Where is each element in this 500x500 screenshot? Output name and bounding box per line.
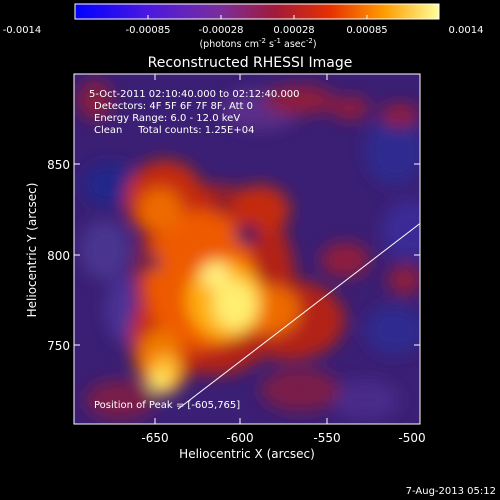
info-line: Detectors: 4F 5F 6F 7F 8F, Att 0 <box>94 101 253 112</box>
timestamp: 7-Aug-2013 05:12 <box>406 486 496 497</box>
info-line: 5-Oct-2011 02:10:40.000 to 02:12:40.000 <box>89 89 300 100</box>
info-line: Clean Total counts: 1.25E+04 <box>94 125 254 136</box>
colorbar-tick-label: -0.0014 <box>3 25 42 36</box>
colorbar-tick-label: -0.00028 <box>199 25 244 36</box>
y-tick-label: 750 <box>47 339 70 353</box>
colorbar-tick-label: 0.00028 <box>273 25 314 36</box>
x-tick-label: -500 <box>398 431 425 445</box>
y-axis-ticks <box>74 163 420 346</box>
y-tick-label: 850 <box>47 158 70 172</box>
y-axis-label: Heliocentric Y (arcsec) <box>25 183 39 318</box>
colorbar-ticks <box>74 15 440 19</box>
colorbar-tick-label: -0.00085 <box>126 25 171 36</box>
info-text: 5-Oct-2011 02:10:40.000 to 02:12:40.000 … <box>89 89 300 136</box>
colorbar: -0.0014 -0.00085 -0.00028 0.00028 0.0008… <box>3 3 484 50</box>
y-tick-label: 800 <box>47 249 70 263</box>
rhessi-map <box>74 74 420 424</box>
plot-frame <box>73 73 421 425</box>
solar-limb-line <box>177 222 420 410</box>
x-tick-label: -550 <box>313 431 340 445</box>
x-axis-ticks <box>154 74 421 424</box>
info-line: Energy Range: 6.0 - 12.0 keV <box>94 113 240 124</box>
x-tick-label: -600 <box>226 431 253 445</box>
x-axis-label: Heliocentric X (arcsec) <box>179 447 315 461</box>
plot-title: Reconstructed RHESSI Image <box>148 55 353 71</box>
colorbar-gradient <box>74 3 440 20</box>
colorbar-tick-label: 0.00085 <box>346 25 387 36</box>
colorbar-unit-label: (photons cm-2 s-1 asec-2) <box>199 37 316 50</box>
colorbar-tick-label: 0.0014 <box>449 25 484 36</box>
peak-position-label: Position of Peak = [-605,765] <box>94 400 240 411</box>
x-tick-label: -650 <box>141 431 168 445</box>
